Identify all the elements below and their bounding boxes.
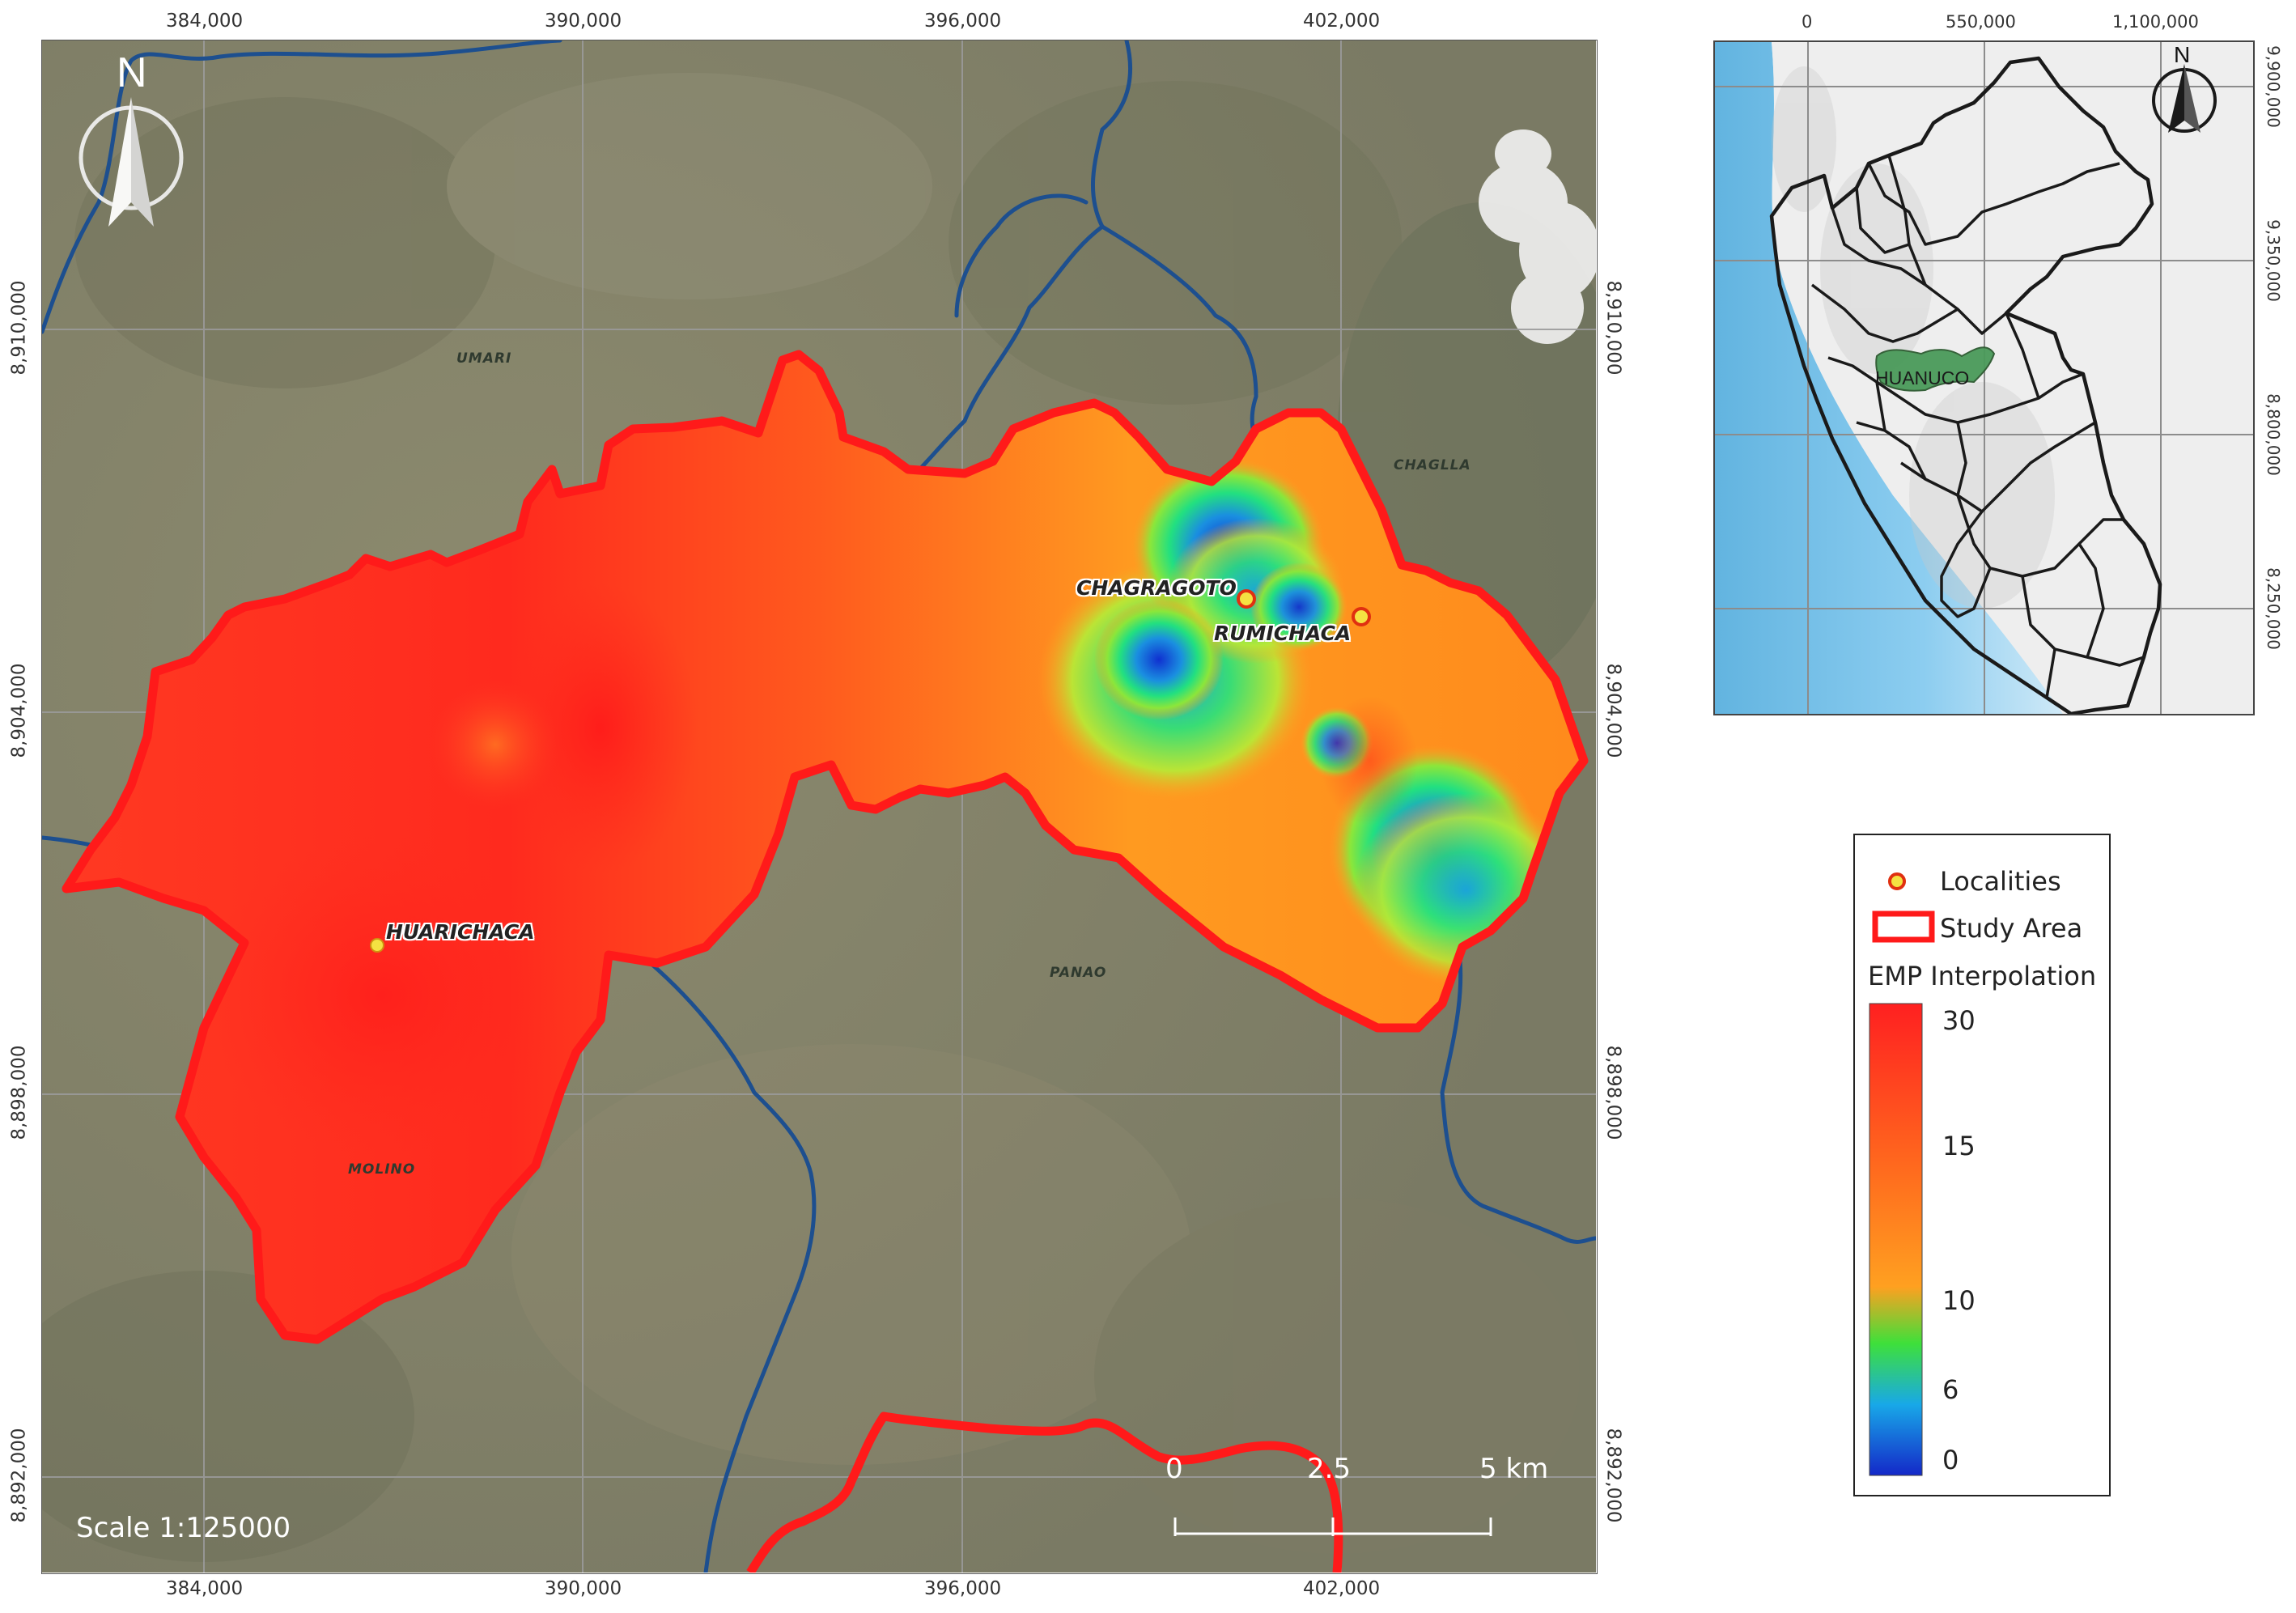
scale-ratio: Scale 1:125000 xyxy=(76,1512,291,1544)
place-label: PANAO xyxy=(1050,965,1107,981)
y-tick-right: 8,910,000 xyxy=(1602,280,1624,376)
x-tick-bottom: 390,000 xyxy=(545,1578,622,1599)
y-tick-right: 8,892,000 xyxy=(1602,1428,1624,1523)
main-map-frame[interactable]: N UMARI CHAGLLA PANAO MOLINO HUARICHACA … xyxy=(42,40,1596,1573)
legend-value: 0 xyxy=(1942,1445,1959,1475)
y-tick-left: 8,898,000 xyxy=(8,1045,30,1140)
legend-value: 15 xyxy=(1942,1131,1976,1161)
inset-y-tick: 8,800,000 xyxy=(2263,393,2283,476)
inset-north-label: N xyxy=(2174,42,2191,67)
place-label: CHAGLLA xyxy=(1394,457,1471,473)
legend-value: 10 xyxy=(1942,1285,1976,1316)
scalebar-label: 0 xyxy=(1165,1453,1183,1485)
x-tick-top: 390,000 xyxy=(545,11,622,32)
locality-label: RUMICHACA xyxy=(1214,622,1352,645)
legend-title: EMP Interpolation xyxy=(1868,961,2097,991)
region-label: HUANUCO xyxy=(1875,367,1970,388)
locality-label: HUARICHACA xyxy=(386,920,535,944)
x-tick-bottom: 384,000 xyxy=(166,1578,244,1599)
north-label: N xyxy=(117,49,147,96)
inset-y-tick: 9,350,000 xyxy=(2263,219,2283,302)
legend-symbols xyxy=(1869,872,1935,1476)
x-tick-bottom: 402,000 xyxy=(1303,1578,1381,1599)
inset-x-tick: 1,100,000 xyxy=(2112,12,2199,32)
scalebar-label: 2.5 xyxy=(1307,1453,1352,1485)
inset-x-tick: 550,000 xyxy=(1946,12,2016,32)
x-tick-top: 396,000 xyxy=(924,11,1002,32)
y-tick-left: 8,910,000 xyxy=(8,280,30,376)
legend-study-area-label: Study Area xyxy=(1940,913,2083,944)
y-tick-left: 8,904,000 xyxy=(8,663,30,758)
x-tick-top: 402,000 xyxy=(1303,11,1381,32)
legend-value: 30 xyxy=(1942,1005,1976,1036)
inset-y-tick: 8,250,000 xyxy=(2263,567,2283,650)
place-label: MOLINO xyxy=(348,1161,416,1178)
inset-x-tick: 0 xyxy=(1802,12,1813,32)
legend-localities-label: Localities xyxy=(1940,866,2061,897)
inset-y-tick: 9,900,000 xyxy=(2263,45,2283,128)
y-tick-right: 8,898,000 xyxy=(1602,1045,1624,1140)
legend: Localities Study Area EMP Interpolation … xyxy=(1853,834,2111,1496)
x-tick-top: 384,000 xyxy=(166,11,244,32)
main-map xyxy=(42,40,1596,1573)
locality-label: CHAGRAGOTO xyxy=(1076,576,1237,600)
legend-value: 6 xyxy=(1942,1374,1959,1405)
scalebar-label: 5 km xyxy=(1479,1453,1549,1485)
x-tick-bottom: 396,000 xyxy=(924,1578,1002,1599)
inset-map-frame[interactable]: N HUANUCO xyxy=(1713,40,2255,715)
place-label: UMARI xyxy=(456,350,512,367)
y-tick-left: 8,892,000 xyxy=(8,1428,30,1523)
inset-map xyxy=(1715,42,2253,714)
y-tick-right: 8,904,000 xyxy=(1602,663,1624,758)
